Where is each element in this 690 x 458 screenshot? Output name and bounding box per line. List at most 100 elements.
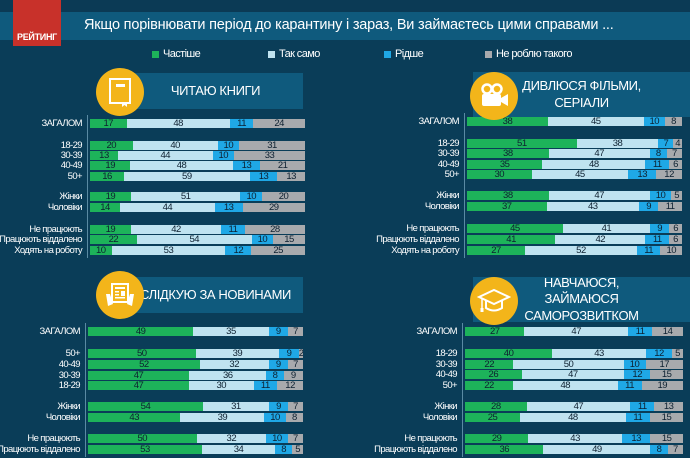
stacked-bar: 22 54 10 15 bbox=[90, 235, 305, 244]
seg-less-often: 9 bbox=[268, 360, 288, 369]
seg-less-often: 10 bbox=[649, 191, 672, 200]
stacked-bar: 19 51 10 20 bbox=[90, 192, 305, 201]
category-label: Працюють віддалено bbox=[376, 234, 460, 245]
chart-legend: Частіше Так само Рідше Не роблю такого bbox=[0, 48, 690, 62]
category-label: Чоловіки bbox=[47, 202, 83, 213]
seg-less-often: 9 bbox=[650, 224, 670, 233]
seg-same: 36 bbox=[189, 371, 267, 380]
category-label: Жінки bbox=[436, 190, 459, 201]
seg-same: 51 bbox=[130, 192, 241, 201]
seg-more-often: 10 bbox=[90, 246, 112, 255]
seg-same: 39 bbox=[195, 349, 280, 358]
seg-dont-do: 12 bbox=[277, 381, 303, 390]
category-label: Жінки bbox=[57, 401, 80, 412]
book-icon bbox=[109, 78, 131, 107]
category-label: Не працюють bbox=[404, 433, 457, 444]
seg-same: 43 bbox=[546, 202, 639, 211]
seg-same: 48 bbox=[126, 119, 230, 128]
seg-less-often: 7 bbox=[658, 139, 674, 148]
seg-less-often: 10 bbox=[643, 117, 665, 126]
seg-less-often: 11 bbox=[627, 327, 653, 336]
seg-dont-do: 15 bbox=[273, 235, 305, 244]
category-label: 30-39 bbox=[60, 150, 83, 161]
seg-more-often: 38 bbox=[467, 117, 548, 126]
category-label: ЗАГАЛОМ bbox=[418, 116, 460, 127]
stacked-bar: 13 44 10 33 bbox=[90, 151, 305, 160]
seg-less-often: 13 bbox=[214, 203, 243, 212]
seg-same: 31 bbox=[202, 402, 269, 411]
seg-dont-do: 21 bbox=[260, 161, 305, 170]
seg-same: 42 bbox=[130, 225, 222, 234]
seg-less-often: 12 bbox=[645, 349, 673, 358]
seg-less-often: 10 bbox=[251, 235, 274, 244]
seg-less-often: 11 bbox=[645, 160, 670, 169]
category-label: Працюють віддалено bbox=[374, 444, 458, 455]
brand-logo[interactable]: РЕЙТИНГ bbox=[13, 0, 61, 46]
seg-more-often: 52 bbox=[88, 360, 200, 369]
seg-dont-do: 28 bbox=[244, 225, 305, 234]
legend-label: Частіше bbox=[163, 48, 201, 60]
category-label: 18-29 bbox=[60, 140, 83, 151]
category-label: 50+ bbox=[67, 171, 83, 182]
seg-more-often: 22 bbox=[465, 360, 514, 369]
seg-dont-do: 6 bbox=[669, 235, 682, 244]
stacked-bar: 41 42 11 6 bbox=[467, 235, 682, 244]
seg-same: 48 bbox=[542, 160, 646, 169]
seg-same: 32 bbox=[196, 434, 267, 443]
seg-dont-do: 7 bbox=[287, 327, 303, 336]
seg-dont-do: 7 bbox=[288, 402, 303, 411]
seg-dont-do: 15 bbox=[650, 434, 683, 443]
seg-same: 47 bbox=[548, 149, 650, 158]
title-bar bbox=[0, 12, 690, 40]
stacked-bar: 36 49 8 7 bbox=[465, 445, 683, 454]
seg-less-often: 11 bbox=[645, 235, 670, 244]
seg-same: 52 bbox=[525, 246, 637, 255]
seg-more-often: 37 bbox=[467, 202, 547, 211]
stacked-bar: 27 52 11 10 bbox=[467, 246, 682, 255]
seg-same: 32 bbox=[199, 360, 269, 369]
seg-more-often: 35 bbox=[467, 160, 543, 169]
seg-less-often: 10 bbox=[266, 434, 288, 443]
seg-dont-do: 9 bbox=[283, 371, 303, 380]
seg-less-often: 9 bbox=[638, 202, 659, 211]
category-label: Ходять на роботу bbox=[14, 245, 82, 256]
seg-dont-do: 17 bbox=[645, 360, 683, 369]
stacked-bar: 38 47 8 7 bbox=[467, 149, 682, 158]
seg-same: 53 bbox=[111, 246, 226, 255]
seg-dont-do: 20 bbox=[261, 192, 305, 201]
seg-more-often: 54 bbox=[88, 402, 203, 411]
stacked-bar: 22 48 11 19 bbox=[465, 381, 683, 390]
category-label: Жінки bbox=[59, 191, 82, 202]
stacked-bar: 50 39 9 2 bbox=[88, 349, 303, 358]
category-label: Жінки bbox=[434, 401, 457, 412]
stacked-bar: 50 32 10 7 bbox=[88, 434, 303, 443]
seg-less-often: 10 bbox=[217, 141, 239, 150]
seg-more-often: 20 bbox=[90, 141, 133, 150]
category-label: Чоловіки bbox=[422, 412, 458, 423]
seg-dont-do: 19 bbox=[641, 381, 683, 390]
seg-less-often: 10 bbox=[623, 360, 646, 369]
category-label: ЗАГАЛОМ bbox=[39, 326, 81, 337]
seg-less-often: 13 bbox=[628, 170, 657, 179]
stacked-bar: 28 47 11 13 bbox=[465, 402, 683, 411]
category-label: 30-39 bbox=[435, 359, 458, 370]
seg-dont-do: 4 bbox=[673, 139, 682, 148]
seg-same: 45 bbox=[547, 117, 644, 126]
stacked-bar: 25 48 11 15 bbox=[465, 413, 683, 422]
seg-more-often: 22 bbox=[90, 235, 137, 244]
seg-less-often: 10 bbox=[264, 413, 286, 422]
seg-more-often: 30 bbox=[467, 170, 532, 179]
stacked-bar: 27 47 11 14 bbox=[465, 327, 683, 336]
seg-same: 42 bbox=[555, 235, 646, 244]
seg-dont-do: 7 bbox=[667, 445, 683, 454]
category-label: Працюють віддалено bbox=[0, 444, 81, 455]
seg-same: 47 bbox=[521, 370, 625, 379]
seg-dont-do: 24 bbox=[253, 119, 305, 128]
stacked-bar: 30 45 13 12 bbox=[467, 170, 682, 179]
seg-dont-do: 10 bbox=[660, 246, 682, 255]
legend-swatch bbox=[384, 50, 391, 58]
seg-same: 38 bbox=[576, 139, 659, 148]
seg-dont-do: 25 bbox=[251, 246, 305, 255]
seg-more-often: 28 bbox=[465, 402, 527, 411]
legend-label: Рідше bbox=[395, 48, 424, 60]
